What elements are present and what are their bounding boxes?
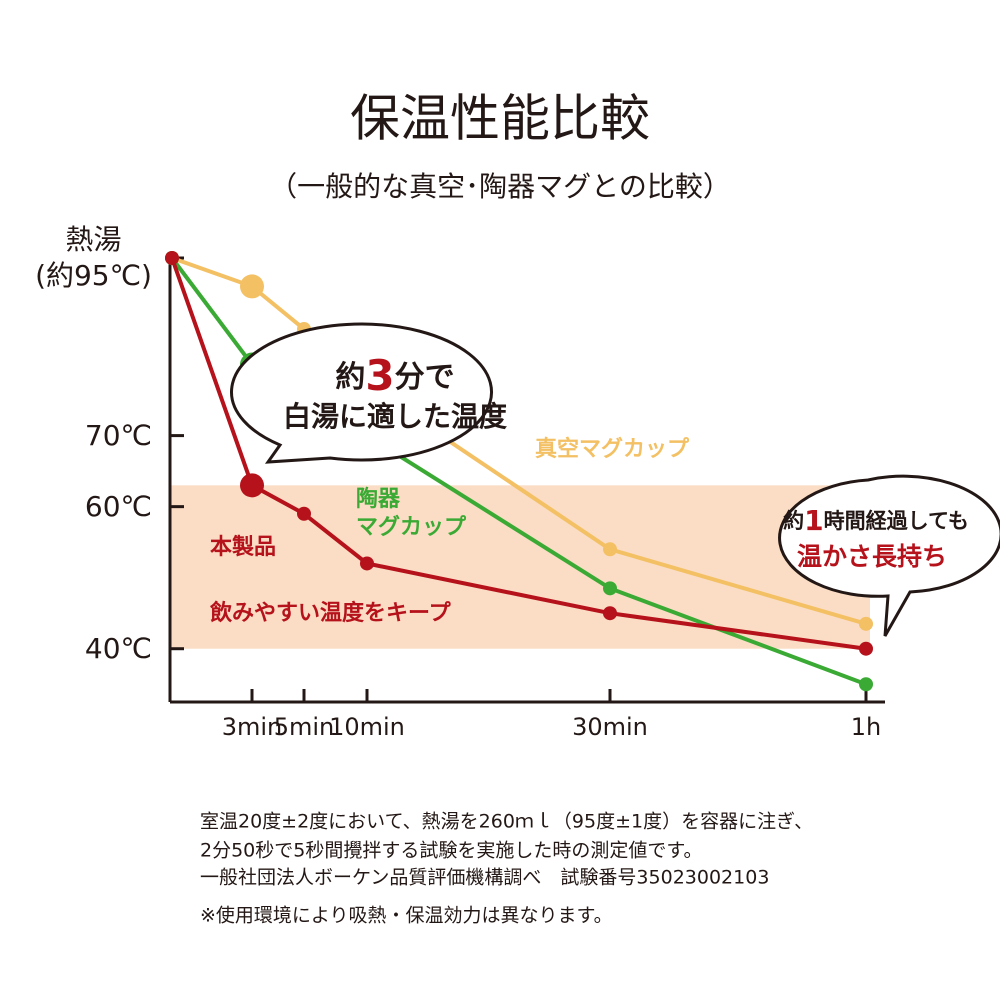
callout-text: 白湯に適した温度	[283, 400, 507, 433]
data-point	[360, 556, 374, 571]
y-tick-label: 70℃	[84, 418, 152, 452]
keep-band	[170, 485, 870, 649]
y-tick-label: 60℃	[84, 489, 152, 523]
data-point	[603, 581, 617, 596]
note: 室温20度±2度において、熱湯を260ｍｌ（95度±1度）を容器に注ぎ、	[200, 811, 813, 833]
data-point	[297, 506, 311, 521]
data-point	[603, 542, 617, 557]
callout-text: 約1時間経過しても	[783, 504, 969, 537]
data-point	[603, 606, 617, 621]
x-tick-label: 30min	[572, 713, 648, 741]
data-point	[240, 473, 264, 498]
data-point	[859, 677, 873, 692]
data-point	[165, 251, 179, 265]
band-label: 飲みやすい温度をキープ	[210, 601, 451, 626]
callout-text: 分で	[395, 360, 455, 395]
series-line	[170, 257, 867, 651]
series-label: 真空マグカップ	[535, 437, 690, 462]
note: 一般社団法人ボーケン品質評価機構調べ 試験番号35023002103	[200, 867, 769, 889]
data-point	[859, 616, 873, 631]
callout-bubble	[778, 474, 1000, 637]
y-tick-label: 熱湯 (約95℃)	[35, 222, 152, 292]
chart-title: 保温性能比較	[350, 90, 650, 148]
callout-text: 温かさ長持ち	[797, 542, 947, 571]
data-point	[240, 274, 264, 299]
x-tick-label: 3min	[222, 713, 283, 741]
callout-text: 約	[783, 509, 804, 533]
note: 2分50秒で5秒間攪拌する試験を実施した時の測定値です。	[200, 840, 702, 862]
x-tick-label: 1h	[851, 713, 881, 741]
chart-subtitle: （一般的な真空･陶器マグとの比較）	[269, 170, 731, 203]
callout-text: 白湯に適した温度	[283, 400, 507, 433]
data-point	[859, 641, 873, 656]
callout-text: 時間経過しても	[824, 509, 969, 533]
callout-highlight: 1	[804, 504, 823, 537]
series-label: 本製品	[210, 535, 277, 560]
callout-text: 約	[335, 360, 365, 395]
x-tick-label: 10min	[329, 713, 405, 741]
callout-highlight: 3	[365, 351, 394, 400]
series-label: 陶器 マグカップ	[356, 487, 467, 540]
x-tick-label: 5min	[274, 713, 335, 741]
note: ※使用環境により吸熱・保温効力は異なります。	[200, 905, 613, 927]
y-tick-label: 40℃	[84, 631, 152, 665]
callout-text: 約3分で	[335, 351, 454, 400]
callout-highlight: 温かさ長持ち	[797, 542, 947, 571]
callout-bubble	[230, 322, 494, 464]
